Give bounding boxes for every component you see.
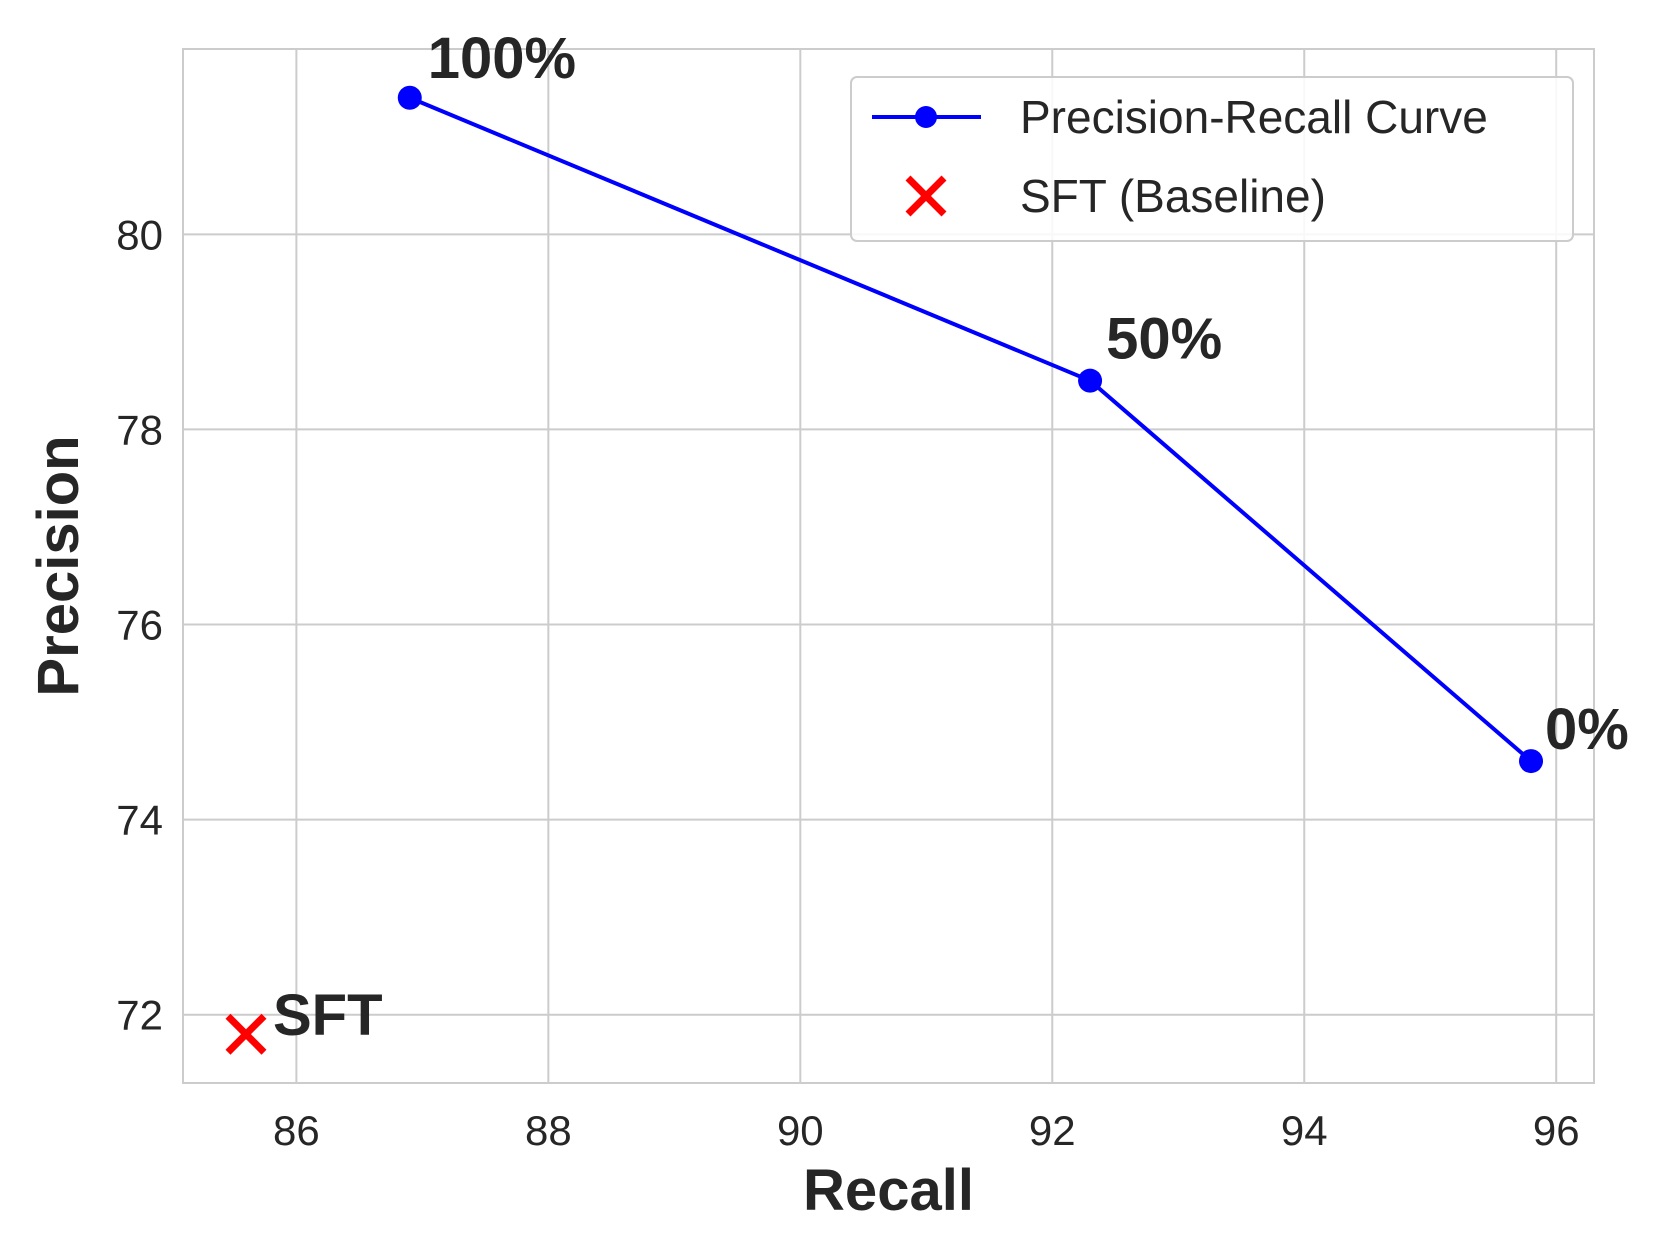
curve-point xyxy=(1519,749,1544,774)
y-tick-label: 80 xyxy=(116,211,163,258)
legend-baseline-x-icon xyxy=(905,175,947,217)
x-tick-label: 86 xyxy=(273,1107,320,1154)
y-tick-label: 72 xyxy=(116,992,163,1039)
baseline-x-stroke xyxy=(225,1013,267,1055)
x-tick-label: 92 xyxy=(1029,1107,1076,1154)
point-labels: 100% 50% 0% SFT xyxy=(273,26,1629,1048)
baseline-x-marker xyxy=(225,1013,267,1055)
y-tick-label: 74 xyxy=(116,797,163,844)
legend-curve-marker-icon xyxy=(915,106,937,128)
point-label-full: 100% xyxy=(428,26,576,91)
plot-frame xyxy=(182,48,1595,1084)
legend: Precision-Recall Curve SFT (Baseline) xyxy=(850,76,1574,242)
point-label-zero: 0% xyxy=(1545,697,1629,762)
x-tick-label: 90 xyxy=(777,1107,824,1154)
axis-ticks: 86 88 90 92 94 96 72 74 76 78 80 xyxy=(116,211,1579,1154)
y-axis-title: Precision xyxy=(26,435,91,696)
point-label-sft: SFT xyxy=(273,983,383,1048)
legend-label-curve: Precision-Recall Curve xyxy=(1020,91,1488,143)
curve-point xyxy=(397,85,422,110)
y-tick-label: 78 xyxy=(116,406,163,453)
y-tick-label: 76 xyxy=(116,602,163,649)
x-axis-title: Recall xyxy=(803,1158,974,1223)
legend-label-baseline: SFT (Baseline) xyxy=(1020,170,1326,222)
x-tick-label: 88 xyxy=(525,1107,572,1154)
point-label-half: 50% xyxy=(1106,307,1222,372)
x-tick-label: 94 xyxy=(1281,1107,1328,1154)
data-series xyxy=(225,85,1544,1055)
curve-point xyxy=(1078,368,1103,393)
x-tick-label: 96 xyxy=(1533,1107,1580,1154)
legend-frame xyxy=(850,76,1574,242)
